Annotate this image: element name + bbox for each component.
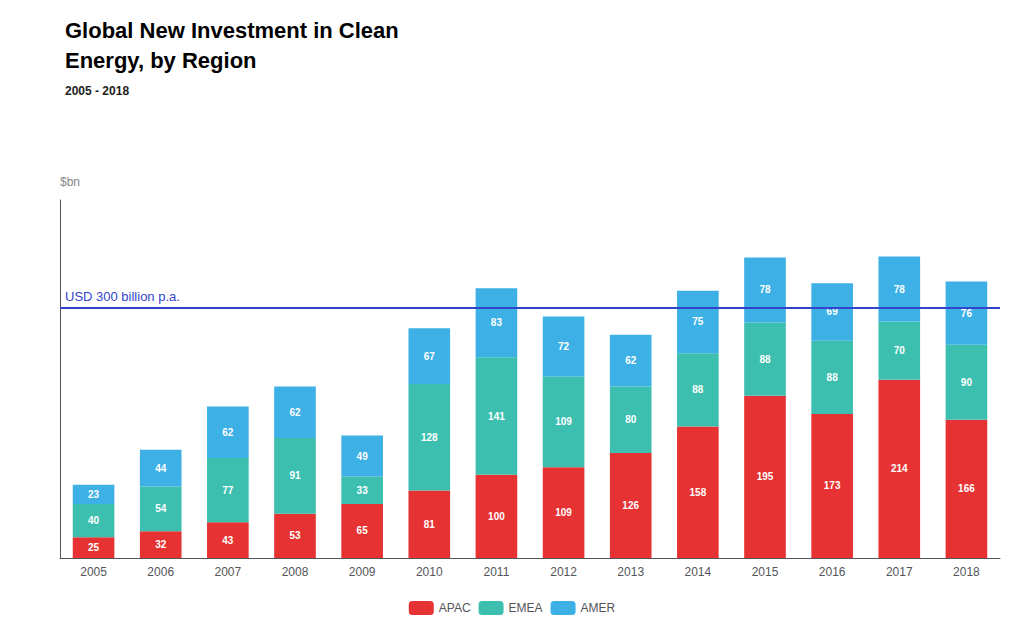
svg-text:40: 40: [88, 515, 100, 526]
svg-text:65: 65: [357, 525, 369, 536]
svg-text:53: 53: [289, 530, 301, 541]
svg-text:25: 25: [88, 542, 100, 553]
svg-text:126: 126: [622, 500, 639, 511]
svg-text:Energy, by Region: Energy, by Region: [65, 48, 257, 73]
svg-text:EMEA: EMEA: [509, 601, 543, 615]
svg-text:80: 80: [625, 414, 637, 425]
svg-text:APAC: APAC: [439, 601, 471, 615]
svg-text:69: 69: [826, 306, 838, 318]
svg-text:214: 214: [891, 463, 908, 474]
svg-text:2012: 2012: [550, 565, 577, 579]
svg-text:88: 88: [827, 372, 839, 383]
svg-text:91: 91: [289, 470, 301, 481]
svg-text:62: 62: [625, 355, 637, 366]
svg-text:2016: 2016: [819, 565, 846, 579]
svg-text:109: 109: [555, 416, 572, 427]
svg-text:2013: 2013: [617, 565, 644, 579]
svg-text:81: 81: [424, 519, 436, 530]
svg-text:78: 78: [759, 284, 771, 295]
svg-text:2011: 2011: [484, 565, 510, 579]
svg-text:33: 33: [357, 485, 369, 496]
svg-text:77: 77: [222, 485, 234, 496]
svg-text:62: 62: [222, 427, 234, 438]
svg-text:44: 44: [155, 463, 167, 474]
svg-text:70: 70: [894, 345, 906, 356]
svg-text:141: 141: [488, 411, 505, 422]
svg-text:2009: 2009: [349, 565, 376, 579]
svg-text:2005: 2005: [80, 565, 107, 579]
svg-text:32: 32: [155, 539, 167, 550]
svg-text:2017: 2017: [886, 565, 913, 579]
svg-text:195: 195: [757, 471, 774, 482]
svg-text:Global New Investment in Clean: Global New Investment in Clean: [65, 18, 399, 43]
svg-text:$bn: $bn: [60, 175, 80, 189]
svg-text:78: 78: [894, 284, 906, 295]
svg-text:49: 49: [357, 451, 369, 462]
svg-text:2015: 2015: [752, 565, 779, 579]
svg-text:100: 100: [488, 511, 505, 522]
svg-text:88: 88: [759, 354, 771, 365]
svg-text:109: 109: [555, 507, 572, 518]
svg-text:23: 23: [88, 489, 100, 500]
svg-text:54: 54: [155, 503, 167, 514]
svg-text:AMER: AMER: [581, 601, 616, 615]
svg-text:158: 158: [690, 487, 707, 498]
svg-text:62: 62: [289, 407, 301, 418]
svg-text:43: 43: [222, 535, 234, 546]
svg-text:2010: 2010: [416, 565, 443, 579]
svg-text:88: 88: [692, 384, 704, 395]
svg-text:USD 300 billion p.a.: USD 300 billion p.a.: [65, 289, 180, 304]
svg-text:2007: 2007: [215, 565, 242, 579]
svg-text:76: 76: [961, 308, 973, 319]
svg-text:2005 - 2018: 2005 - 2018: [65, 84, 129, 98]
svg-text:90: 90: [961, 377, 973, 388]
svg-text:2008: 2008: [282, 565, 309, 579]
svg-text:2006: 2006: [147, 565, 174, 579]
svg-text:83: 83: [491, 317, 503, 328]
svg-text:166: 166: [958, 483, 975, 494]
svg-text:72: 72: [558, 341, 570, 352]
svg-text:128: 128: [421, 432, 438, 443]
svg-text:173: 173: [824, 480, 841, 491]
svg-text:75: 75: [692, 316, 704, 327]
svg-text:2018: 2018: [953, 565, 980, 579]
svg-text:67: 67: [424, 351, 436, 362]
svg-text:2014: 2014: [685, 565, 712, 579]
